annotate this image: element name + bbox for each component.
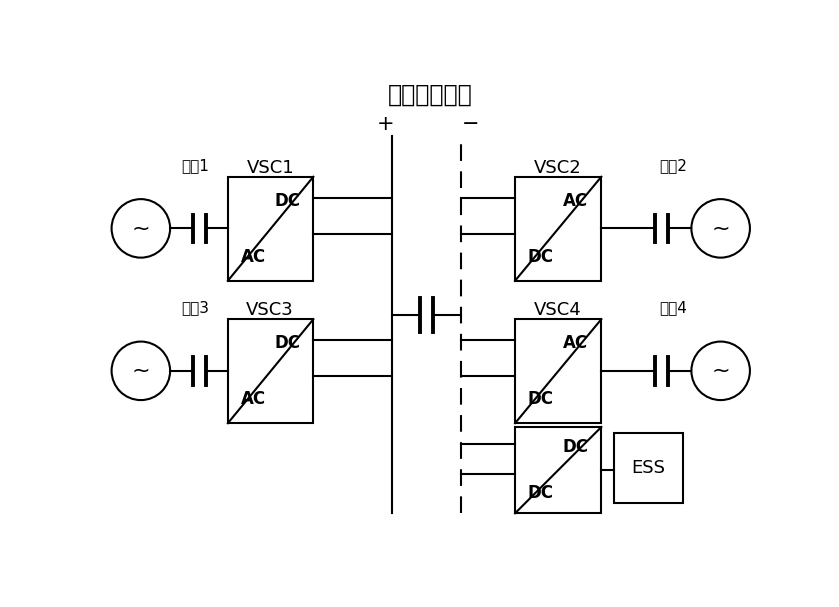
Text: AC: AC bbox=[563, 192, 588, 209]
Text: ~: ~ bbox=[711, 219, 730, 239]
Text: ESS: ESS bbox=[631, 459, 665, 477]
Text: 公共直流母线: 公共直流母线 bbox=[388, 83, 472, 106]
Bar bbox=[515, 427, 602, 514]
Text: DC: DC bbox=[562, 438, 588, 456]
Text: VSC1: VSC1 bbox=[247, 158, 294, 177]
Bar bbox=[228, 177, 313, 281]
Text: DC: DC bbox=[528, 484, 554, 503]
Text: VSC3: VSC3 bbox=[247, 301, 294, 319]
Bar bbox=[515, 319, 602, 423]
Text: 馈线1: 馈线1 bbox=[181, 158, 210, 173]
Text: 馈线3: 馈线3 bbox=[181, 300, 210, 316]
Text: ~: ~ bbox=[132, 219, 150, 239]
Text: AC: AC bbox=[563, 334, 588, 352]
Text: 馈线2: 馈线2 bbox=[659, 158, 687, 173]
Text: DC: DC bbox=[528, 248, 554, 266]
Text: ~: ~ bbox=[132, 361, 150, 381]
Text: AC: AC bbox=[241, 248, 266, 266]
Bar bbox=[613, 433, 683, 503]
Text: 馈线4: 馈线4 bbox=[659, 300, 687, 316]
Bar bbox=[515, 177, 602, 281]
Text: DC: DC bbox=[274, 192, 300, 209]
Text: VSC4: VSC4 bbox=[534, 301, 582, 319]
Text: −: − bbox=[461, 115, 479, 134]
Bar bbox=[228, 319, 313, 423]
Text: ~: ~ bbox=[711, 361, 730, 381]
Text: AC: AC bbox=[241, 390, 266, 409]
Text: DC: DC bbox=[528, 390, 554, 409]
Text: DC: DC bbox=[274, 334, 300, 352]
Text: VSC2: VSC2 bbox=[534, 158, 582, 177]
Text: +: + bbox=[377, 115, 394, 134]
